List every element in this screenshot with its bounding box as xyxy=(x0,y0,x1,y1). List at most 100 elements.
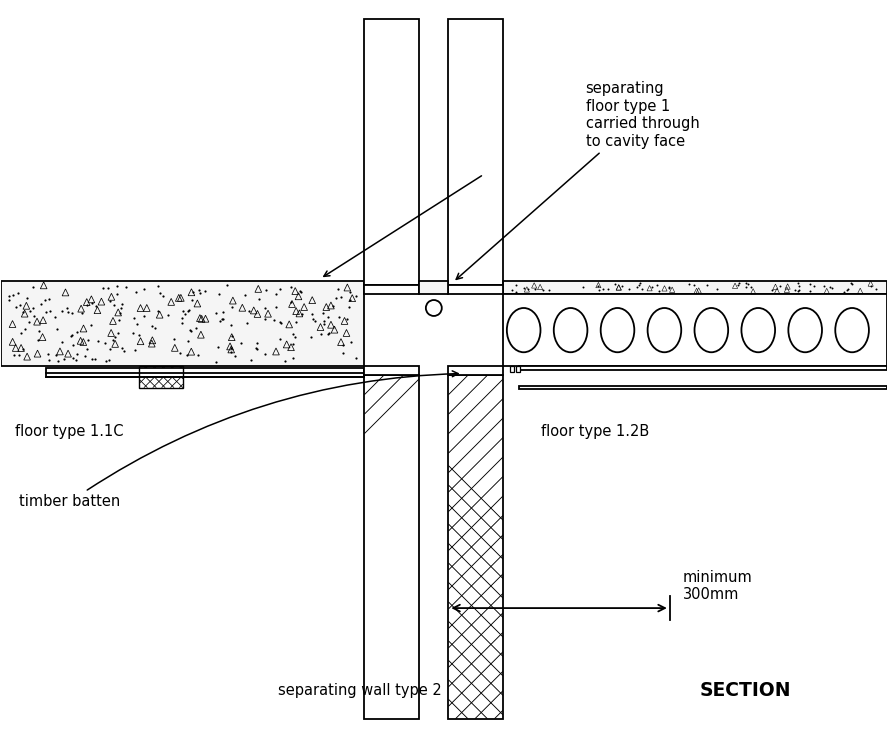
Point xyxy=(32,325,46,337)
Point xyxy=(27,310,41,322)
Point xyxy=(42,354,56,366)
Bar xyxy=(448,375,503,719)
Text: timber batten: timber batten xyxy=(20,371,458,509)
Point xyxy=(249,343,263,355)
Point xyxy=(115,342,129,354)
Point xyxy=(57,353,71,365)
Point xyxy=(224,346,238,358)
Point xyxy=(99,355,114,367)
Point xyxy=(211,288,226,300)
Point xyxy=(630,281,645,293)
Point xyxy=(65,307,79,319)
Point xyxy=(194,287,208,299)
Point xyxy=(96,282,110,294)
Point xyxy=(167,333,181,345)
Point xyxy=(224,319,238,331)
Point xyxy=(321,311,335,323)
Point xyxy=(326,300,340,311)
Point xyxy=(803,278,817,290)
Point xyxy=(732,277,746,289)
Point xyxy=(211,341,226,353)
Point xyxy=(267,314,281,326)
Bar xyxy=(448,285,503,294)
Point xyxy=(250,337,265,349)
Point xyxy=(210,356,224,368)
Point xyxy=(662,282,676,294)
Point xyxy=(739,282,753,294)
Point xyxy=(7,349,21,361)
Point xyxy=(825,282,839,294)
Point xyxy=(137,311,151,323)
Bar xyxy=(139,367,183,388)
Point xyxy=(14,327,28,339)
Bar xyxy=(45,368,364,377)
Point xyxy=(107,331,122,343)
Point xyxy=(80,300,94,311)
Point xyxy=(224,343,238,355)
Point xyxy=(739,277,753,289)
Bar xyxy=(503,281,886,294)
Bar xyxy=(448,19,503,285)
Point xyxy=(343,294,357,306)
Point xyxy=(186,286,200,298)
Text: minimum
300mm: minimum 300mm xyxy=(683,570,753,602)
Point xyxy=(69,354,83,366)
Point xyxy=(682,278,696,290)
Point xyxy=(250,343,264,355)
Point xyxy=(226,301,240,313)
Point xyxy=(601,283,615,295)
Point xyxy=(306,313,321,325)
Point xyxy=(41,348,55,360)
Point xyxy=(180,335,194,347)
Point xyxy=(113,306,127,318)
Point xyxy=(258,284,273,296)
Point xyxy=(773,280,787,292)
Point xyxy=(635,282,649,294)
Point xyxy=(70,326,84,338)
Point xyxy=(151,280,165,292)
Point xyxy=(12,349,26,361)
Ellipse shape xyxy=(554,308,587,353)
Point xyxy=(176,305,190,317)
Bar xyxy=(519,367,886,370)
Point xyxy=(89,300,103,312)
Point xyxy=(289,332,303,344)
Point xyxy=(91,335,106,347)
Point xyxy=(2,294,16,306)
Point xyxy=(48,311,62,323)
Point xyxy=(765,285,780,297)
Point xyxy=(182,304,196,316)
Point xyxy=(305,331,319,343)
Point xyxy=(836,285,851,297)
Point xyxy=(536,284,551,296)
Point xyxy=(329,292,343,304)
Point xyxy=(173,347,187,359)
Point xyxy=(258,313,272,325)
Point xyxy=(153,287,167,299)
Point xyxy=(100,282,115,294)
Point xyxy=(349,353,363,365)
Point xyxy=(614,280,629,292)
Point xyxy=(542,284,556,296)
Point xyxy=(710,283,724,295)
Point xyxy=(132,329,147,341)
Point xyxy=(816,280,830,292)
Point xyxy=(234,337,249,349)
Point xyxy=(284,296,298,308)
Point xyxy=(50,323,64,335)
Text: separating
floor type 1
carried through
to cavity face: separating floor type 1 carried through … xyxy=(456,81,700,279)
Point xyxy=(576,282,591,294)
Point xyxy=(22,306,36,317)
Point xyxy=(102,353,116,365)
Bar xyxy=(364,375,419,719)
Bar xyxy=(364,19,419,285)
Point xyxy=(155,290,170,302)
Point xyxy=(269,301,283,313)
Point xyxy=(11,287,25,299)
Point xyxy=(273,283,287,295)
Point xyxy=(286,352,300,364)
Point xyxy=(342,300,356,312)
Point xyxy=(317,314,331,326)
Point xyxy=(632,279,646,291)
Bar xyxy=(448,375,503,719)
